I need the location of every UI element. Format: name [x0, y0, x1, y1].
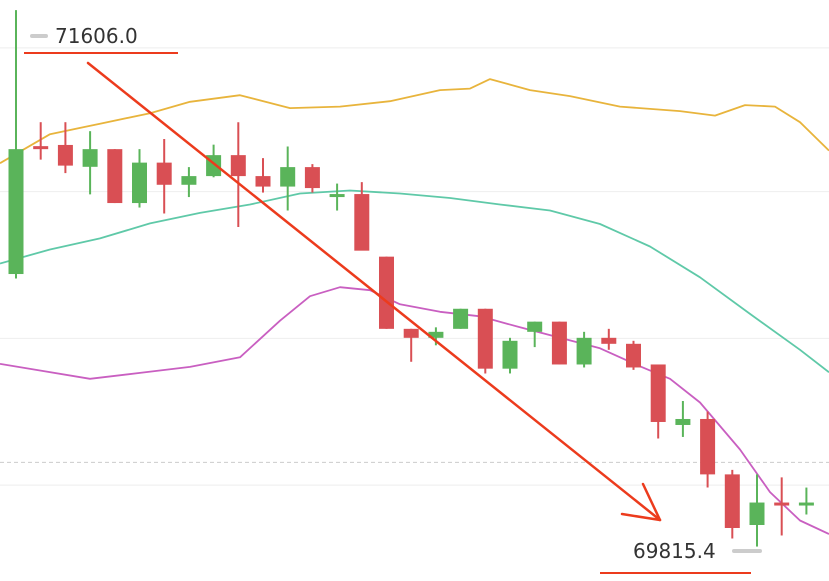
high-label-dash: [30, 34, 48, 38]
candle: [206, 144, 222, 178]
ma-middle-line: [0, 189, 829, 374]
candle: [107, 149, 123, 204]
candle: [724, 469, 740, 539]
candle-body: [576, 337, 592, 365]
trend-annotation: [86, 61, 662, 522]
candle: [354, 182, 370, 251]
candle: [8, 10, 24, 279]
candle: [156, 138, 172, 214]
candle-body: [230, 155, 246, 177]
candle: [329, 183, 345, 211]
candle: [453, 308, 469, 329]
high-price-marker: 71606.0: [24, 24, 178, 54]
candle: [82, 131, 98, 195]
candle-body: [675, 418, 691, 425]
high-price-label: 71606.0: [55, 24, 138, 48]
candle-body: [477, 308, 493, 369]
candle-body: [280, 167, 296, 187]
candle-body: [403, 328, 419, 338]
candle: [132, 149, 147, 208]
candle-body: [255, 176, 271, 187]
candles: [8, 10, 814, 547]
candle-body: [132, 162, 147, 204]
low-price-marker: 69815.4: [600, 539, 762, 574]
candle: [57, 122, 73, 174]
candle: [700, 411, 716, 488]
candle-body: [724, 474, 740, 528]
candle: [255, 158, 271, 193]
candle-body: [8, 149, 24, 275]
candle-body: [354, 194, 370, 251]
candle: [280, 146, 296, 211]
candle-body: [156, 162, 172, 185]
candle: [477, 308, 493, 374]
candle-body: [329, 194, 345, 198]
candle-body: [33, 146, 49, 150]
candle-body: [626, 343, 641, 368]
candle-body: [749, 502, 765, 525]
candle-body: [82, 149, 98, 167]
candle: [403, 328, 419, 362]
candle: [181, 167, 197, 198]
candle: [749, 474, 765, 547]
candle-body: [304, 167, 320, 189]
candle-body: [527, 321, 543, 332]
candle: [551, 321, 567, 365]
candle-body: [601, 337, 617, 344]
candle-body: [453, 308, 469, 329]
candle-body: [650, 364, 666, 422]
candle: [379, 256, 394, 329]
candle-body: [428, 331, 444, 338]
candle: [798, 487, 814, 515]
candle: [576, 331, 592, 368]
candle-body: [502, 340, 518, 369]
candle-body: [700, 418, 716, 475]
low-label-dash: [732, 549, 762, 553]
candle: [502, 337, 518, 374]
candle: [675, 401, 691, 437]
candle: [230, 122, 246, 228]
trend-arrow-line: [86, 61, 662, 522]
candle: [774, 477, 790, 536]
candle-body: [107, 149, 123, 204]
candle: [304, 164, 320, 193]
candle-body: [551, 321, 567, 365]
candle-body: [798, 502, 814, 506]
candle-body: [181, 176, 197, 185]
candle: [33, 122, 49, 160]
candle: [626, 340, 641, 370]
candle: [650, 364, 666, 439]
candle-body: [57, 144, 73, 166]
low-price-label: 69815.4: [633, 539, 716, 563]
trend-arrow-head: [620, 482, 662, 522]
candle: [601, 328, 617, 350]
candle: [527, 321, 543, 348]
ma-upper-line: [0, 78, 829, 164]
moving-average-lines: [0, 78, 829, 535]
candle-body: [774, 502, 790, 506]
ma-lower-line: [0, 286, 829, 535]
candle-body: [379, 256, 394, 329]
